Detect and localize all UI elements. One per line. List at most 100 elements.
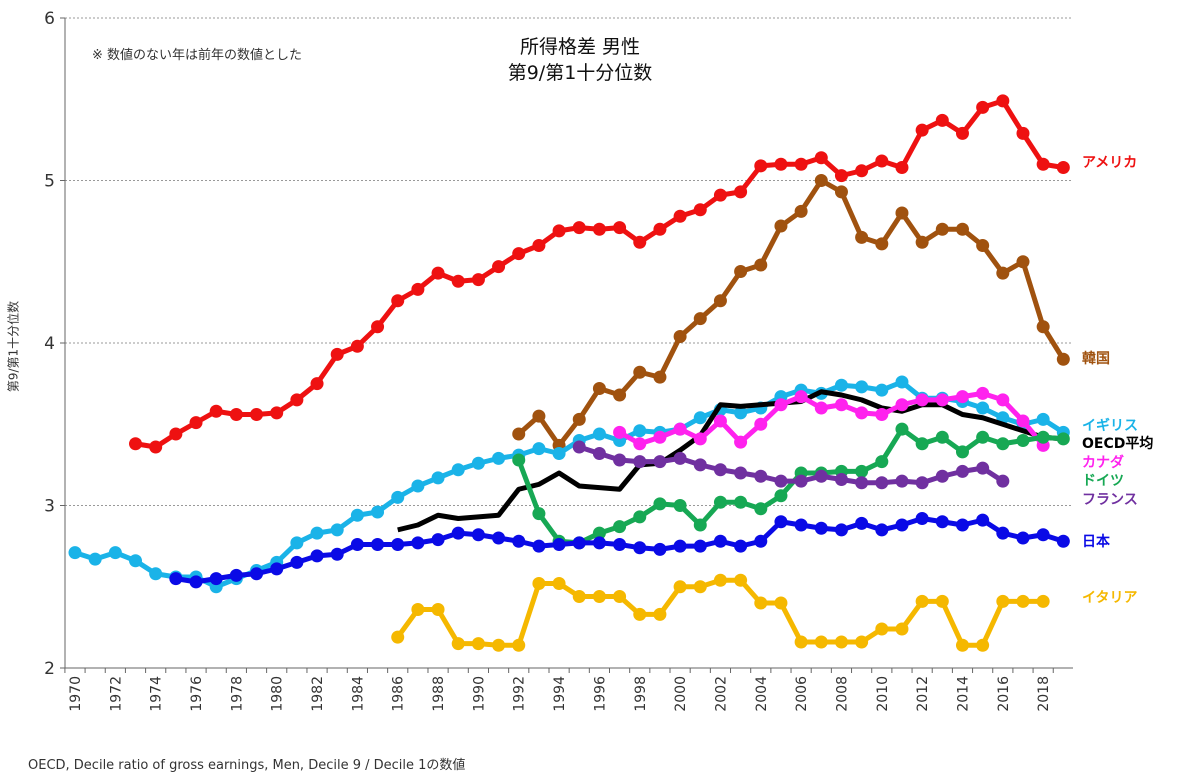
x-tick-label: 1998 (633, 676, 649, 712)
series-line (395, 577, 1044, 648)
data-point (996, 437, 1010, 451)
data-point (592, 447, 606, 460)
data-point (734, 185, 748, 199)
data-point (1056, 161, 1070, 174)
data-point (512, 247, 526, 261)
data-point (774, 157, 788, 171)
data-point (129, 554, 143, 568)
data-point (633, 437, 647, 451)
x-tick-label: 1970 (68, 676, 84, 712)
data-point (976, 430, 990, 444)
data-point (895, 375, 909, 389)
data-point (935, 113, 949, 127)
data-point (129, 437, 143, 451)
series-line (397, 389, 1064, 533)
data-point (713, 463, 727, 477)
data-point (814, 469, 828, 483)
data-point (451, 274, 465, 288)
data-point (875, 476, 889, 490)
data-point (855, 516, 869, 530)
data-point (209, 404, 223, 418)
data-point (996, 526, 1010, 540)
data-point (512, 534, 526, 548)
chart-subtitle: 第9/第1十分位数 (507, 62, 653, 84)
data-point (774, 515, 788, 529)
data-point (149, 567, 163, 581)
data-point (471, 273, 485, 287)
data-point (794, 474, 808, 488)
data-point (713, 188, 727, 202)
data-point (915, 476, 929, 490)
x-tick-label: 2014 (955, 676, 971, 712)
data-point (592, 382, 606, 395)
data-point (834, 378, 848, 392)
data-point (229, 408, 243, 421)
data-point (774, 596, 788, 610)
data-point (532, 577, 546, 590)
data-point (371, 538, 385, 551)
legend-label: ドイツ (1082, 473, 1124, 489)
data-point (996, 594, 1010, 608)
data-point (350, 508, 364, 522)
data-point (915, 235, 929, 249)
data-point (613, 221, 627, 235)
series-フランス (572, 440, 1010, 490)
data-point (996, 393, 1010, 407)
data-point (330, 523, 344, 537)
data-point (774, 398, 788, 412)
data-point (552, 577, 566, 590)
data-point (895, 622, 909, 636)
x-tick-label: 1988 (431, 676, 447, 712)
data-point (673, 580, 687, 594)
data-point (572, 440, 586, 454)
data-point (834, 635, 848, 649)
data-point (572, 590, 586, 603)
data-point (431, 533, 445, 547)
data-point (693, 580, 707, 594)
data-point (371, 505, 385, 519)
data-point (653, 370, 667, 384)
data-point (895, 206, 909, 220)
data-point (1016, 414, 1030, 428)
data-point (512, 638, 526, 652)
data-point (976, 100, 990, 114)
series-アメリカ (129, 94, 1070, 454)
data-point (350, 339, 364, 353)
data-point (169, 572, 183, 586)
data-point (834, 398, 848, 412)
data-point (955, 518, 969, 532)
data-point (1016, 594, 1030, 608)
data-point (754, 159, 768, 173)
x-tick-label: 1990 (471, 676, 487, 712)
data-point (855, 164, 869, 178)
data-point (693, 539, 707, 553)
data-point (492, 531, 506, 545)
data-point (471, 637, 485, 651)
data-point (653, 455, 667, 469)
data-point (1056, 352, 1070, 366)
data-point (895, 422, 909, 436)
series-OECD平均 (397, 389, 1064, 533)
legend-label: 韓国 (1082, 350, 1110, 367)
data-point (774, 489, 788, 503)
data-point (391, 630, 405, 644)
data-point (1016, 126, 1030, 140)
legend-label: イタリア (1082, 590, 1137, 606)
data-point (915, 512, 929, 525)
data-point (875, 154, 889, 168)
data-point (935, 469, 949, 483)
data-point (976, 638, 990, 652)
data-point (613, 590, 627, 603)
data-point (270, 406, 284, 420)
data-point (693, 518, 707, 532)
data-point (875, 523, 889, 537)
data-point (492, 638, 506, 652)
data-point (814, 151, 828, 165)
data-point (895, 474, 909, 488)
data-point (431, 266, 445, 280)
data-point (955, 638, 969, 652)
data-point (653, 430, 667, 444)
data-point (855, 406, 869, 420)
data-point (552, 538, 566, 551)
data-point (653, 542, 667, 556)
